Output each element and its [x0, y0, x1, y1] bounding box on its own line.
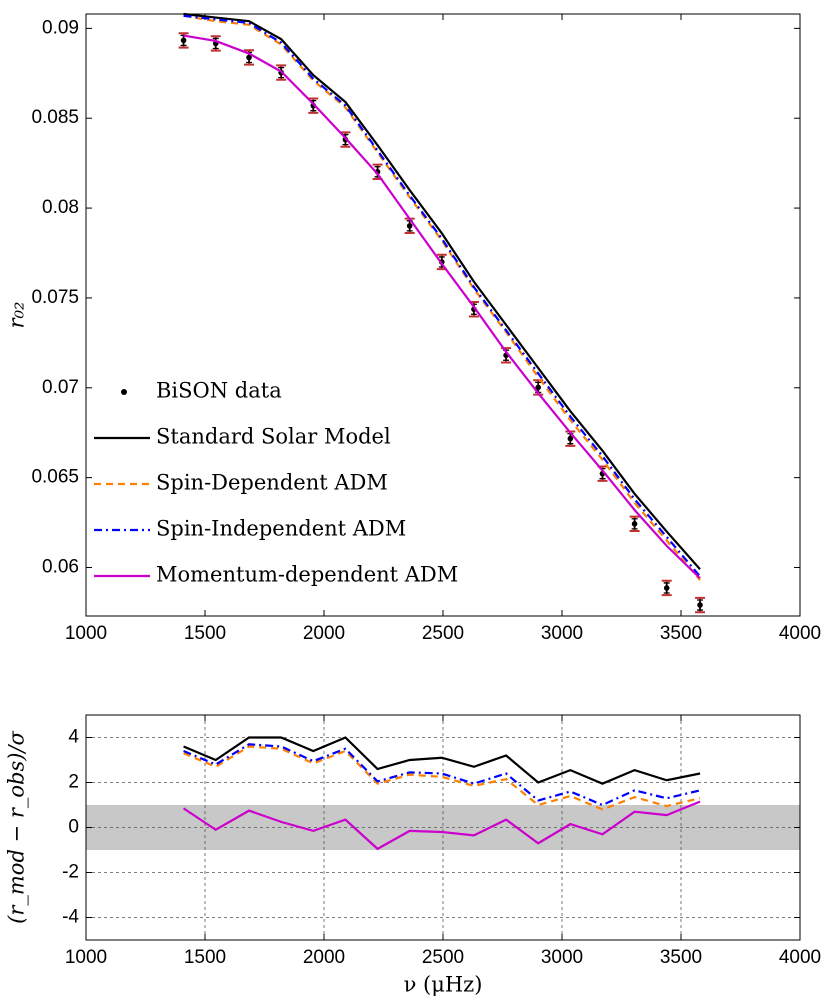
- y-axis-label: (r_mod − r_obs)/σ: [5, 730, 29, 923]
- y-axis-label: r₀₂: [5, 302, 29, 329]
- data-point: [406, 223, 413, 229]
- y-tick-label: -2: [62, 862, 79, 883]
- plot-frame: [85, 13, 801, 617]
- data-point: [663, 585, 670, 591]
- x-tick-label: 4000: [779, 623, 821, 644]
- y-tick-label: 2: [68, 772, 79, 793]
- x-tick-label: 2500: [422, 623, 464, 644]
- series-line: [182, 800, 701, 851]
- series-line: [183, 743, 701, 807]
- x-tick-label: 2000: [303, 947, 345, 968]
- y-tick-label: 0: [68, 817, 79, 838]
- x-tick-label: 3500: [660, 623, 702, 644]
- plot-area: [86, 14, 800, 616]
- y-tick-label: 0.07: [42, 377, 79, 398]
- legend-label: BiSON data: [156, 379, 282, 403]
- series-line: [183, 745, 701, 811]
- series-line: [183, 34, 701, 580]
- y-tick-label: 0.09: [42, 17, 79, 38]
- plot-frame: [85, 714, 801, 941]
- y-tick-label: 0.085: [31, 107, 79, 128]
- data-point: [246, 54, 252, 61]
- data-point: [535, 384, 541, 391]
- y-tick-label: 0.075: [31, 287, 79, 308]
- y-tick-label: 4: [68, 727, 79, 748]
- x-tick-label: 1000: [65, 947, 107, 968]
- legend-label: Spin-Dependent ADM: [156, 471, 388, 495]
- legend-label: Spin-Independent ADM: [156, 517, 406, 541]
- data-point: [180, 37, 187, 44]
- x-axis-label: ν (μHz): [404, 973, 483, 997]
- x-tick-label: 2500: [422, 947, 464, 968]
- series-line: [183, 12, 701, 571]
- legend-label: Standard Solar Model: [156, 425, 391, 449]
- legend-label: Momentum-dependent ADM: [156, 563, 458, 587]
- series-line: [183, 14, 701, 581]
- x-tick-label: 3500: [660, 947, 702, 968]
- x-tick-label: 1500: [184, 947, 226, 968]
- x-tick-label: 2000: [303, 623, 345, 644]
- x-tick-label: 3000: [541, 947, 583, 968]
- y-tick-label: -4: [62, 907, 79, 928]
- x-tick-label: 1000: [65, 623, 107, 644]
- y-tick-label: 0.08: [42, 197, 79, 218]
- y-tick-label: 0.065: [31, 467, 79, 488]
- data-point: [697, 602, 703, 608]
- data-point: [567, 435, 574, 442]
- data-point: [631, 521, 638, 527]
- legend-marker: [121, 389, 127, 395]
- x-tick-label: 4000: [779, 947, 821, 968]
- x-tick-label: 3000: [541, 623, 583, 644]
- series-line: [183, 14, 701, 578]
- y-tick-label: 0.06: [42, 556, 79, 577]
- series-line: [183, 736, 701, 785]
- x-tick-label: 1500: [184, 623, 226, 644]
